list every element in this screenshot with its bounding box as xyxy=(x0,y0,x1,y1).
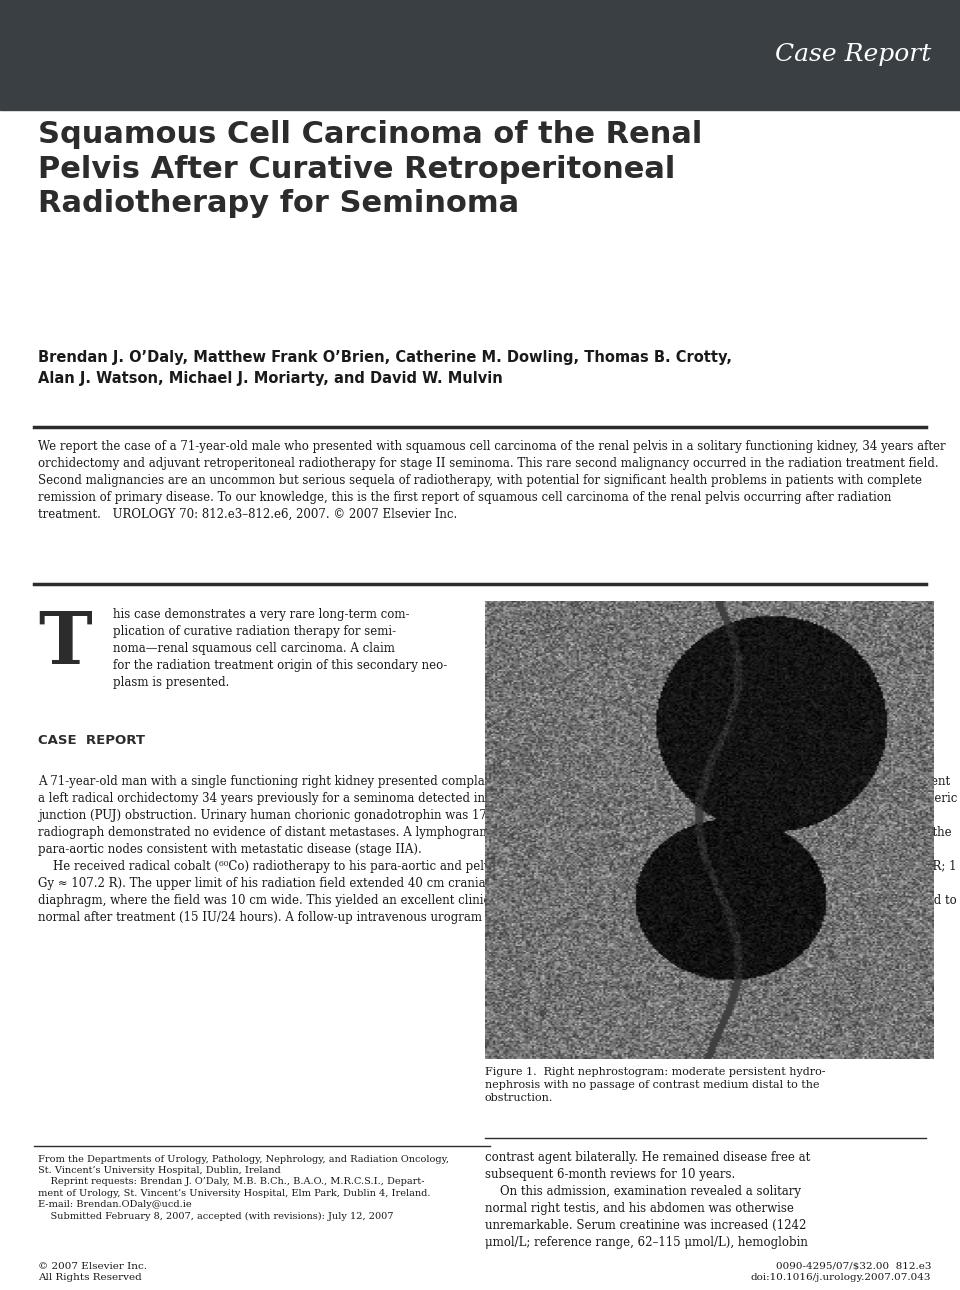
Bar xyxy=(0,0,960,110)
Text: Squamous Cell Carcinoma of the Renal
Pelvis After Curative Retroperitoneal
Radio: Squamous Cell Carcinoma of the Renal Pel… xyxy=(38,120,703,218)
Text: Brendan J. O’Daly, Matthew Frank O’Brien, Catherine M. Dowling, Thomas B. Crotty: Brendan J. O’Daly, Matthew Frank O’Brien… xyxy=(38,350,732,386)
Text: © 2007 Elsevier Inc.
All Rights Reserved: © 2007 Elsevier Inc. All Rights Reserved xyxy=(38,1262,148,1282)
Text: T: T xyxy=(38,608,92,679)
Text: A 71-year-old man with a single functioning right kidney presented complaining o: A 71-year-old man with a single function… xyxy=(38,775,958,925)
Text: From the Departments of Urology, Pathology, Nephrology, and Radiation Oncology,
: From the Departments of Urology, Patholo… xyxy=(38,1155,449,1220)
Text: CASE  REPORT: CASE REPORT xyxy=(38,734,145,747)
Text: Case Report: Case Report xyxy=(775,44,931,66)
Text: Figure 1.  Right nephrostogram: moderate persistent hydro-
nephrosis with no pas: Figure 1. Right nephrostogram: moderate … xyxy=(485,1067,826,1103)
Text: We report the case of a 71-year-old male who presented with squamous cell carcin: We report the case of a 71-year-old male… xyxy=(38,440,946,521)
Text: contrast agent bilaterally. He remained disease free at
subsequent 6-month revie: contrast agent bilaterally. He remained … xyxy=(485,1151,810,1249)
Text: his case demonstrates a very rare long-term com-
plication of curative radiation: his case demonstrates a very rare long-t… xyxy=(113,608,447,689)
Text: 0090-4295/07/$32.00  812.e3
doi:10.1016/j.urology.2007.07.043: 0090-4295/07/$32.00 812.e3 doi:10.1016/j… xyxy=(751,1262,931,1282)
